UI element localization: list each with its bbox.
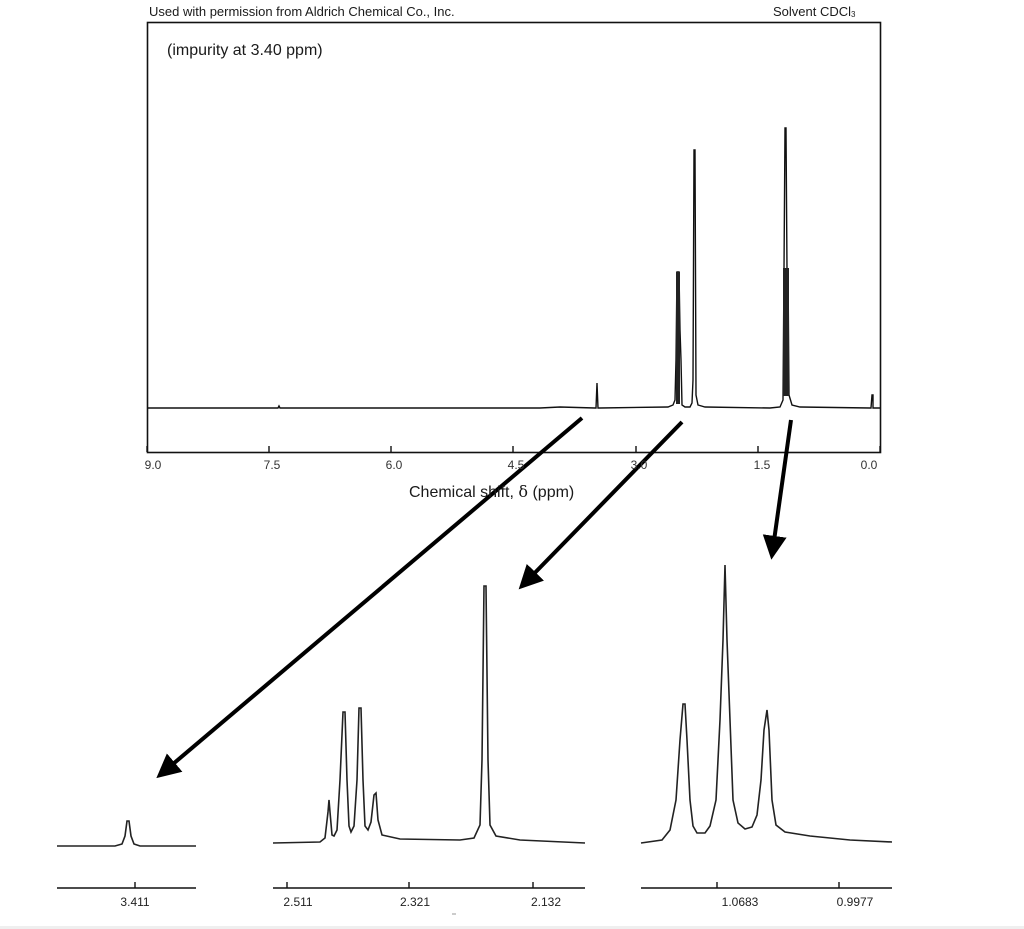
- inset-tick-label: 1.0683: [721, 895, 759, 909]
- arrow-to-middle-inset: [518, 420, 684, 590]
- x-axis-label: Chemical shift, δ (ppm): [409, 482, 574, 502]
- x-tick-label: 4.5: [507, 458, 525, 472]
- x-axis-label-text: Chemical shift,: [409, 484, 519, 501]
- arrow-to-triplet-inset: [762, 419, 793, 560]
- delta-symbol: δ: [518, 482, 529, 501]
- inset-tick-label: 0.9977: [836, 895, 874, 909]
- x-tick-label: 1.5: [753, 458, 771, 472]
- inset-tick-label: 3.411: [120, 895, 150, 909]
- inset-quartet-singlet: [272, 585, 586, 889]
- x-tick-label: 7.5: [263, 458, 281, 472]
- permission-credit: Used with permission from Aldrich Chemic…: [149, 4, 455, 19]
- solvent-subscript: 3: [851, 10, 856, 19]
- inset-triplet: [640, 564, 893, 889]
- x-tick-label: 0.0: [860, 458, 878, 472]
- x-tick-label: 6.0: [385, 458, 403, 472]
- inset-tick-label: 2.132: [530, 895, 562, 909]
- main-plot-frame: [146, 21, 882, 454]
- inset-tick-label: 2.321: [399, 895, 431, 909]
- solvent-label: Solvent CDCl3: [773, 4, 855, 19]
- x-tick-label: 9.0: [144, 458, 162, 472]
- main-x-ticks: [146, 446, 881, 452]
- bottom-edge: [0, 926, 1024, 929]
- x-tick-label: 3.0: [630, 458, 648, 472]
- main-spectrum-trace: [148, 127, 880, 409]
- impurity-annotation: (impurity at 3.40 ppm): [167, 42, 323, 59]
- solvent-text: Solvent CDCl: [773, 4, 852, 19]
- arrow-to-impurity-inset: [156, 416, 584, 779]
- expansion-arrows: [156, 416, 793, 779]
- inset-tick-label: 2.511: [283, 895, 313, 909]
- inset-impurity: [57, 820, 196, 889]
- x-axis-unit: (ppm): [528, 484, 575, 501]
